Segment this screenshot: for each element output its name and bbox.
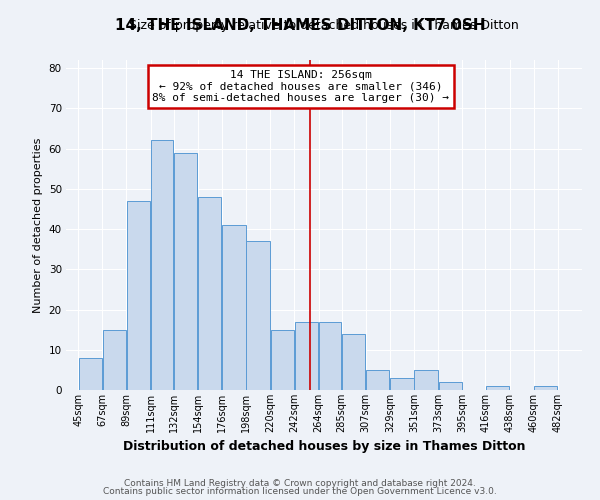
Bar xyxy=(151,140,173,390)
Y-axis label: Number of detached properties: Number of detached properties xyxy=(33,138,43,312)
Bar xyxy=(295,322,318,390)
Bar xyxy=(391,378,413,390)
Text: Contains public sector information licensed under the Open Government Licence v3: Contains public sector information licen… xyxy=(103,487,497,496)
Bar xyxy=(486,386,509,390)
Bar xyxy=(79,358,102,390)
Bar xyxy=(198,197,221,390)
Bar xyxy=(271,330,294,390)
Title: Size of property relative to detached houses in Thames Ditton: Size of property relative to detached ho… xyxy=(129,20,519,32)
Bar xyxy=(342,334,365,390)
Bar xyxy=(439,382,462,390)
Bar xyxy=(366,370,389,390)
Text: 14 THE ISLAND: 256sqm
← 92% of detached houses are smaller (346)
8% of semi-deta: 14 THE ISLAND: 256sqm ← 92% of detached … xyxy=(152,70,449,103)
Text: 14, THE ISLAND, THAMES DITTON, KT7 0SH: 14, THE ISLAND, THAMES DITTON, KT7 0SH xyxy=(115,18,485,32)
X-axis label: Distribution of detached houses by size in Thames Ditton: Distribution of detached houses by size … xyxy=(123,440,525,454)
Bar xyxy=(103,330,126,390)
Text: Contains HM Land Registry data © Crown copyright and database right 2024.: Contains HM Land Registry data © Crown c… xyxy=(124,478,476,488)
Bar xyxy=(127,201,150,390)
Bar xyxy=(534,386,557,390)
Bar xyxy=(247,241,270,390)
Bar xyxy=(319,322,341,390)
Bar xyxy=(223,225,245,390)
Bar xyxy=(415,370,438,390)
Bar xyxy=(174,152,197,390)
